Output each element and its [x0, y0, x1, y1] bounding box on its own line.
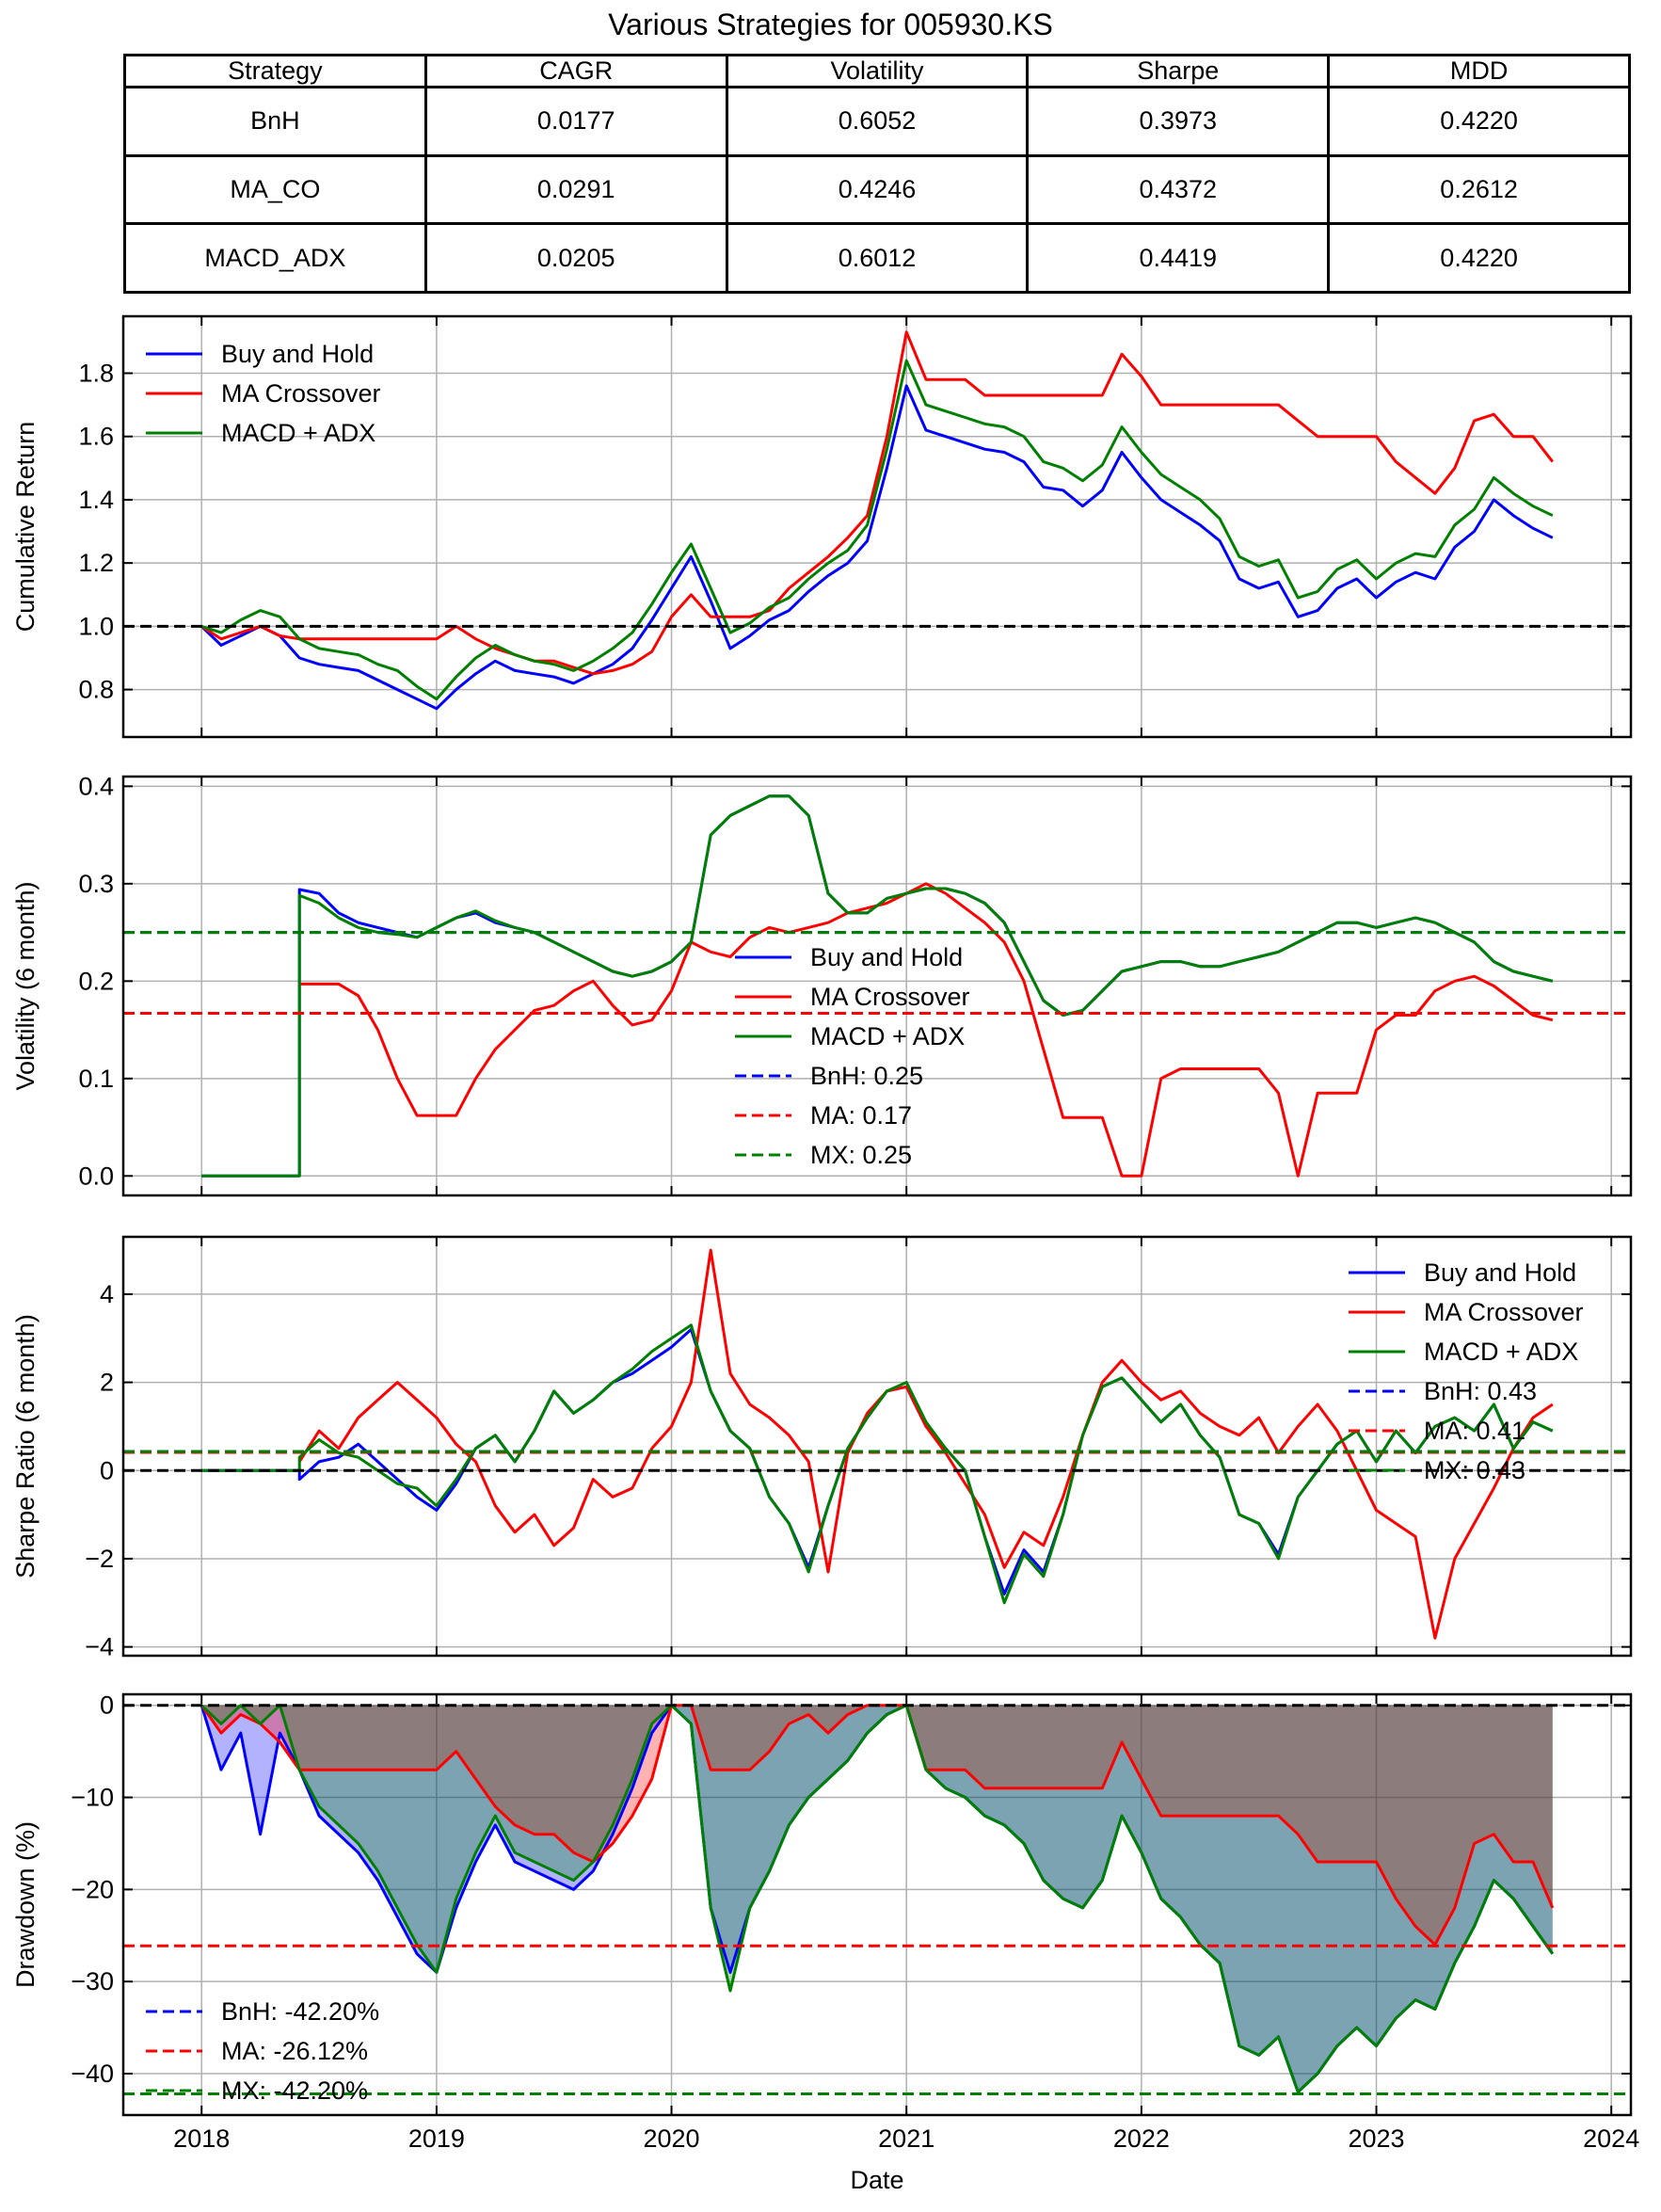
table-header-cell: Strategy — [123, 54, 427, 88]
metrics-table: Strategy CAGR Volatility Sharpe MDD BnH … — [123, 54, 1631, 294]
y-axis-label: Drawdown (%) — [11, 1821, 40, 1988]
legend-label: Buy and Hold — [1424, 1258, 1576, 1287]
table-cell: MACD_ADX — [123, 222, 427, 294]
legend-label: BnH: 0.25 — [810, 1062, 923, 1090]
table-cell: 0.2612 — [1327, 153, 1631, 226]
x-tick-label: 2022 — [1113, 2124, 1170, 2153]
x-tick-label: 2024 — [1583, 2124, 1639, 2153]
y-tick-label: 0.1 — [78, 1065, 114, 1093]
y-tick-label: 0 — [100, 1456, 114, 1484]
table-header-cell: MDD — [1327, 54, 1631, 88]
table-row: BnH 0.0177 0.6052 0.3973 0.4220 — [123, 86, 1631, 157]
legend-label: BnH: -42.20% — [221, 1997, 379, 2026]
drawdown-fill-bnh — [201, 1705, 1553, 2092]
drawdown-fill-mx — [201, 1705, 1553, 2092]
legend-label: Buy and Hold — [221, 340, 374, 368]
x-axis-label: Date — [850, 2166, 903, 2194]
y-tick-label: −40 — [71, 2060, 114, 2088]
y-tick-label: 0.0 — [78, 1162, 114, 1190]
x-tick-label: 2018 — [173, 2124, 230, 2153]
table-header-row: Strategy CAGR Volatility Sharpe MDD — [123, 54, 1631, 88]
x-tick-label: 2020 — [644, 2124, 700, 2153]
table-header-cell: Volatility — [725, 54, 1030, 88]
x-tick-label: 2021 — [878, 2124, 934, 2153]
legend-label: MA Crossover — [1424, 1298, 1584, 1326]
y-tick-label: 0.3 — [78, 870, 114, 898]
table-cell: 0.4372 — [1026, 153, 1331, 226]
legend-label: Buy and Hold — [810, 943, 963, 971]
legend-label: MACD + ADX — [221, 419, 375, 447]
y-tick-label: 1.2 — [78, 549, 114, 577]
legend-label: MA Crossover — [810, 983, 970, 1011]
y-tick-label: 0.4 — [78, 772, 114, 800]
y-tick-label: 1.8 — [78, 359, 114, 387]
legend-label: MA Crossover — [221, 379, 381, 408]
y-tick-label: 4 — [100, 1280, 114, 1308]
legend-label: MACD + ADX — [810, 1022, 965, 1050]
table-cell: 0.4220 — [1327, 222, 1631, 294]
x-tick-label: 2023 — [1348, 2124, 1404, 2153]
table-cell: BnH — [123, 86, 427, 157]
y-tick-label: 1.4 — [78, 486, 114, 514]
table-row: MA_CO 0.0291 0.4246 0.4372 0.2612 — [123, 153, 1631, 226]
y-tick-label: −4 — [85, 1633, 114, 1661]
legend-label: MA: 0.17 — [810, 1101, 912, 1130]
y-axis-label: Volatility (6 month) — [11, 881, 40, 1090]
table-cell: 0.0177 — [423, 86, 728, 157]
legend-label: MX: -42.20% — [221, 2076, 368, 2105]
drawdown-fill-ma — [201, 1705, 1553, 1945]
axes-frame — [121, 314, 1633, 739]
y-axis-label: Sharpe Ratio (6 month) — [11, 1314, 40, 1579]
series-line-mx — [200, 1704, 1555, 2093]
legend-label: MA: -26.12% — [221, 2037, 368, 2065]
table-cell: 0.3973 — [1026, 86, 1331, 157]
y-tick-label: −2 — [85, 1545, 114, 1573]
axes-frame — [121, 1235, 1633, 1658]
table-cell: 0.6052 — [725, 86, 1030, 157]
table-header-cell: CAGR — [423, 54, 728, 88]
table-cell: 0.0291 — [423, 153, 728, 226]
table-header-cell: Sharpe — [1026, 54, 1331, 88]
y-tick-label: 2 — [100, 1369, 114, 1397]
legend-label: MX: 0.43 — [1424, 1456, 1525, 1484]
y-tick-label: 0 — [100, 1691, 114, 1720]
y-tick-label: −20 — [71, 1875, 114, 1903]
series-line-bnh — [201, 1327, 1554, 1595]
table-cell: 0.4246 — [725, 153, 1030, 226]
y-tick-label: 0.8 — [78, 676, 114, 704]
y-axis-label: Cumulative Return — [11, 422, 40, 633]
y-tick-label: 1.0 — [78, 612, 114, 640]
legend-label: MX: 0.25 — [810, 1141, 912, 1169]
table-cell: 0.0205 — [423, 222, 728, 294]
series-line-bnh — [200, 384, 1554, 711]
figure-title: Various Strategies for 005930.KS — [608, 8, 1053, 41]
table-row: MACD_ADX 0.0205 0.6012 0.4419 0.4220 — [123, 222, 1631, 294]
series-line-ma — [200, 330, 1554, 676]
y-tick-label: −30 — [71, 1967, 114, 1996]
table-cell: 0.4220 — [1327, 86, 1631, 157]
axes-frame — [121, 1692, 1633, 2117]
series-line-ma — [297, 1248, 1554, 1640]
y-tick-label: 0.2 — [78, 967, 114, 995]
series-line-mx — [201, 1323, 1554, 1605]
table-cell: MA_CO — [123, 153, 427, 226]
x-tick-label: 2019 — [408, 2124, 465, 2153]
legend-label: MA: 0.41 — [1424, 1417, 1525, 1445]
legend-label: BnH: 0.43 — [1424, 1377, 1537, 1405]
series-line-mx — [201, 794, 1554, 1178]
axes-frame — [121, 775, 1633, 1197]
series-line-mx — [200, 359, 1554, 701]
table-cell: 0.4419 — [1026, 222, 1331, 294]
table-cell: 0.6012 — [725, 222, 1030, 294]
y-tick-label: −10 — [71, 1784, 114, 1812]
y-tick-label: 1.6 — [78, 423, 114, 451]
legend-label: MACD + ADX — [1424, 1338, 1578, 1366]
